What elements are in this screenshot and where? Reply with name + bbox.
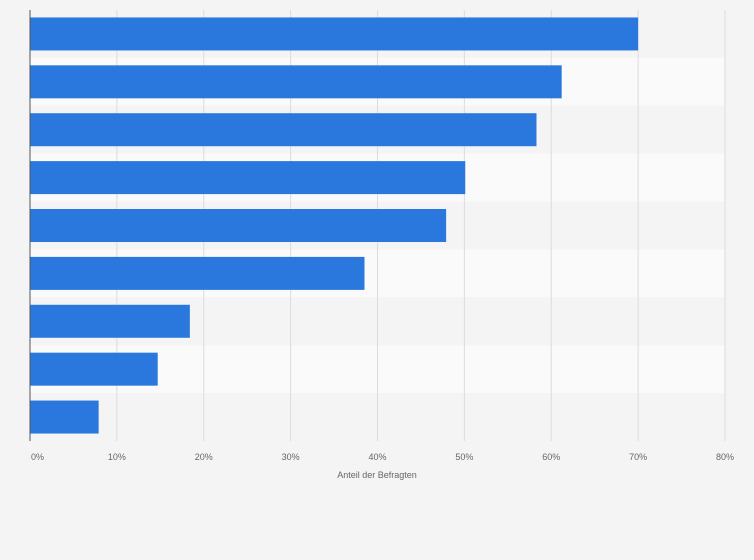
bar[interactable] xyxy=(30,65,562,99)
bars xyxy=(30,17,639,434)
bar[interactable] xyxy=(30,352,158,386)
x-tick-label: 20% xyxy=(195,452,213,462)
bar[interactable] xyxy=(30,17,639,51)
bar[interactable] xyxy=(30,161,466,195)
x-axis-title: Anteil der Befragten xyxy=(337,470,417,480)
x-tick-label: 80% xyxy=(716,452,734,462)
x-tick-label: 10% xyxy=(108,452,126,462)
x-tick-label: 40% xyxy=(368,452,386,462)
x-tick-labels: 0% 10% 20% 30% 40% 50% 60% 70% 80% xyxy=(31,452,734,462)
bar[interactable] xyxy=(30,113,537,147)
x-tick-label: 50% xyxy=(455,452,473,462)
x-tick-label: 60% xyxy=(542,452,560,462)
x-tick-label: 0% xyxy=(31,452,44,462)
bar[interactable] xyxy=(30,209,447,242)
bar[interactable] xyxy=(30,400,99,434)
x-tick-label: 30% xyxy=(282,452,300,462)
x-tick-label: 70% xyxy=(629,452,647,462)
bar[interactable] xyxy=(30,256,365,290)
bar[interactable] xyxy=(30,304,190,338)
